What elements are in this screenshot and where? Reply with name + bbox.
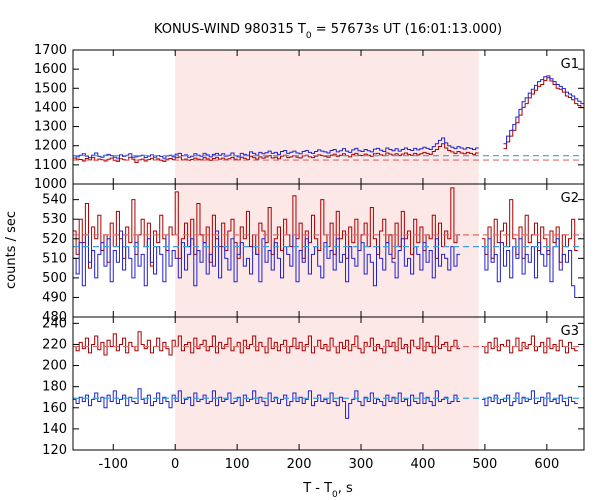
panel-g1: 1000 1100 1200 1300 1400 1500 1600 1700 G1 — [34, 43, 585, 192]
x-tick-label: 300 — [349, 457, 374, 472]
y-tick-label: 1100 — [34, 158, 67, 173]
panel-label-g3: G3 — [561, 324, 579, 339]
highlight-region — [175, 317, 479, 450]
y-tick-label: 140 — [42, 422, 67, 437]
series-red-g3-segment-1 — [481, 335, 578, 354]
y-tick-label: 120 — [42, 443, 67, 458]
series-blue-g2-segment-1 — [481, 238, 578, 298]
x-tick-label: 200 — [287, 457, 312, 472]
title-rest: = 57673s UT (16:01:13.000) — [312, 22, 502, 37]
series-red-g2-segment-1 — [481, 199, 578, 263]
y-tick-label: 200 — [42, 359, 67, 374]
xlabel-main: T - T — [302, 481, 332, 496]
y-tick-label: 240 — [42, 316, 67, 331]
x-tick-label: 100 — [225, 457, 250, 472]
x-tick-label: -100 — [99, 457, 129, 472]
y-tick-label: 1700 — [34, 43, 67, 58]
xlabel-subscript: 0 — [332, 490, 338, 500]
series-blue-g1-segment-0 — [73, 137, 479, 159]
x-tick-label: 600 — [534, 457, 559, 472]
y-tick-label: 1000 — [34, 177, 67, 192]
x-tick-label: 400 — [411, 457, 436, 472]
y-tick-label: 1400 — [34, 100, 67, 115]
y-tick-label: 510 — [42, 251, 67, 266]
series-red-g1-segment-0 — [73, 143, 479, 164]
plot-layer: 10001100120013001400150016001700G1480490… — [34, 43, 585, 472]
y-tick-label: 1200 — [34, 139, 67, 154]
xlabel-rest: , s — [338, 481, 353, 496]
y-tick-label: 1300 — [34, 120, 67, 135]
title-main: KONUS-WIND 980315 T — [154, 22, 306, 37]
panel-label-g2: G2 — [561, 191, 579, 206]
y-tick-label: 520 — [42, 232, 67, 247]
series-red-g1-segment-1 — [503, 77, 584, 150]
y-tick-label: 180 — [42, 380, 67, 395]
series-blue-g3-segment-0 — [73, 388, 461, 419]
panel-g3: 120 140 160 180 200 220 240 G3 — [42, 316, 585, 458]
y-axis-label: counts / sec — [4, 211, 19, 289]
x-axis-label: T - T0, s — [302, 481, 353, 500]
series-blue-g1-segment-1 — [503, 75, 584, 145]
panel-g2: 480 490 500 510 520 530 540 G2 — [42, 183, 585, 325]
title-subscript: 0 — [306, 31, 312, 41]
series-blue-g3-segment-1 — [481, 390, 578, 407]
series-blue-g2-segment-0 — [73, 230, 461, 287]
y-tick-label: 490 — [42, 290, 67, 305]
y-tick-label: 220 — [42, 337, 67, 352]
chart-title: KONUS-WIND 980315 T0 = 57673s UT (16:01:… — [154, 22, 502, 41]
y-tick-label: 1600 — [34, 62, 67, 77]
y-tick-label: 530 — [42, 212, 67, 227]
x-tick-label: 500 — [472, 457, 497, 472]
y-tick-label: 480 — [42, 310, 67, 325]
highlight-region — [175, 50, 479, 184]
y-tick-label: 500 — [42, 271, 67, 286]
y-tick-label: 160 — [42, 401, 67, 416]
y-tick-label: 1500 — [34, 81, 67, 96]
panel-frame — [72, 316, 585, 451]
x-tick-label: 0 — [171, 457, 179, 472]
y-tick-label: 540 — [42, 193, 67, 208]
panel-label-g1: G1 — [561, 57, 579, 72]
